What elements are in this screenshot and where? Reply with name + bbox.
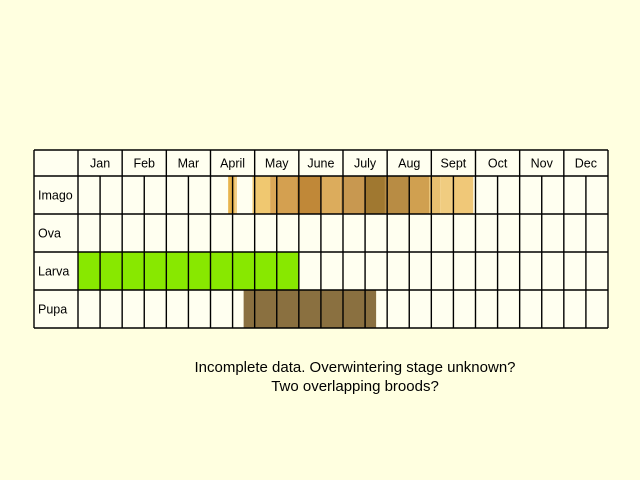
month-label: Feb	[133, 157, 155, 171]
imago-band	[340, 176, 366, 214]
imago-band	[440, 176, 452, 214]
imago-band	[451, 176, 474, 214]
labels: Jan Feb Mar April May June July Aug Sept Oct Nov De…	[38, 157, 597, 317]
month-label: Dec	[575, 157, 597, 171]
imago-band	[234, 176, 237, 214]
month-label: July	[354, 157, 377, 171]
caption-line-1: Incomplete data. Overwintering stage unk…	[194, 359, 516, 376]
month-label: Jan	[90, 157, 110, 171]
imago-band	[228, 176, 235, 214]
month-label: Aug	[398, 157, 420, 171]
month-label: Oct	[488, 157, 508, 171]
stage-label-pupa: Pupa	[38, 303, 67, 317]
caption-line-2: Two overlapping broods?	[271, 378, 439, 395]
caption: Incomplete data. Overwintering stage unk…	[150, 358, 560, 396]
imago-band	[252, 176, 271, 214]
grid-lines	[33, 149, 609, 329]
imago-band	[296, 176, 321, 214]
month-label: June	[307, 157, 334, 171]
month-label: Mar	[178, 157, 200, 171]
pupa-band	[243, 290, 377, 328]
month-label: April	[220, 157, 245, 171]
imago-band	[270, 176, 277, 214]
month-label: May	[265, 157, 289, 171]
stage-label-ova: Ova	[38, 227, 61, 241]
stage-label-imago: Imago	[38, 189, 73, 203]
imago-band	[409, 176, 430, 214]
stage-bands	[78, 176, 474, 328]
imago-band	[365, 176, 385, 214]
imago-band	[429, 176, 441, 214]
imago-band	[276, 176, 297, 214]
month-label: Nov	[531, 157, 554, 171]
imago-band	[384, 176, 410, 214]
imago-band	[320, 176, 341, 214]
month-label: Sept	[441, 157, 467, 171]
stage-label-larva: Larva	[38, 265, 69, 279]
